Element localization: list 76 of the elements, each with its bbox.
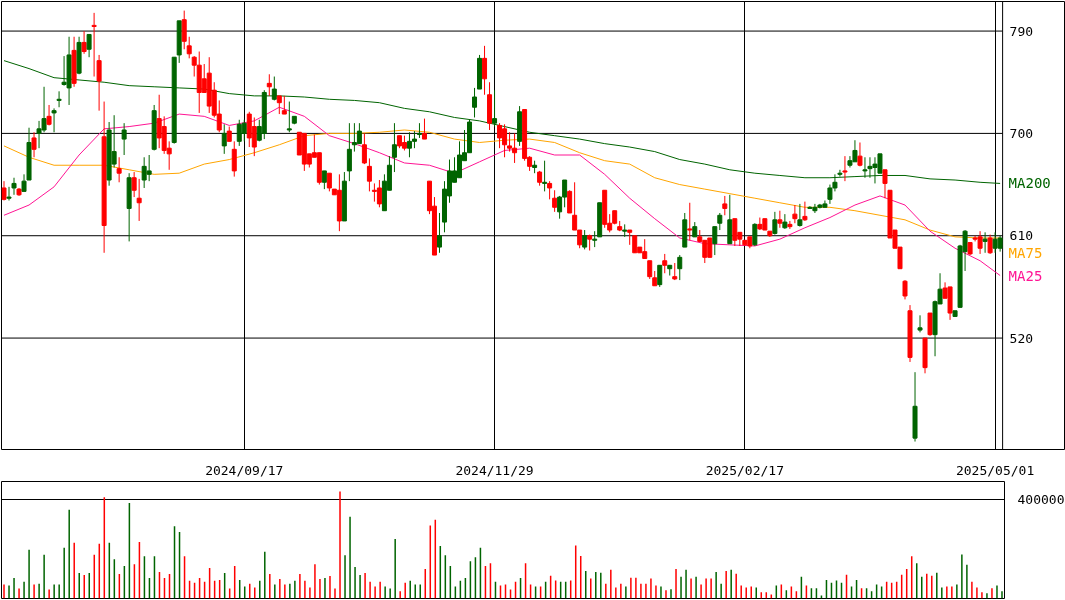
candlestick (582, 229, 588, 250)
candlestick (982, 231, 988, 254)
y-tick-label: 700 (1009, 125, 1034, 141)
candlestick (777, 210, 783, 229)
candlestick (552, 189, 558, 213)
candlestick (507, 131, 513, 153)
candlestick (772, 211, 778, 236)
candlestick (146, 154, 152, 182)
y-tick-label: 400000 (1017, 491, 1065, 507)
candlestick (987, 234, 993, 255)
y-tick-label: 520 (1009, 330, 1034, 346)
candlestick (221, 123, 227, 155)
candlestick (421, 118, 427, 140)
candlestick (376, 179, 382, 208)
candlestick (391, 122, 397, 173)
candlestick (647, 260, 653, 280)
candlestick (787, 220, 793, 230)
candlestick (902, 279, 908, 300)
candlestick (186, 36, 192, 59)
candlestick (657, 264, 663, 288)
candlestick (732, 218, 738, 247)
candlestick (727, 194, 733, 245)
candlestick (366, 157, 372, 192)
candlestick (712, 226, 718, 256)
x-tick-label: 2024/09/17 (205, 462, 284, 478)
candlestick (797, 203, 803, 228)
candlestick (136, 178, 142, 222)
candlestick (547, 180, 553, 200)
candlestick (472, 87, 478, 118)
candlestick (81, 30, 87, 55)
candlestick (492, 89, 498, 128)
candlestick (542, 160, 548, 192)
candlestick (567, 189, 573, 214)
y-tick-label: 790 (1009, 23, 1034, 39)
candlestick (266, 73, 272, 97)
candlestick (231, 140, 237, 178)
candlestick (842, 155, 848, 182)
candlestick (722, 195, 728, 216)
candlestick (276, 95, 282, 115)
candlestick (11, 177, 17, 196)
candlestick (497, 122, 503, 149)
candlestick (51, 107, 57, 133)
line-series (3, 106, 1001, 277)
candlestick (86, 33, 92, 58)
candlestick (687, 202, 693, 241)
y-tick-label: 610 (1009, 228, 1034, 244)
candlestick (56, 90, 62, 108)
candlestick (782, 213, 788, 230)
candlestick (286, 101, 292, 133)
x-tick-label: 2025/05/01 (955, 462, 1035, 478)
series-label: MA75 (1008, 245, 1043, 262)
candlestick (356, 122, 362, 145)
candlestick (251, 116, 257, 157)
x-tick-label: 2025/02/17 (705, 462, 784, 478)
candlestick (482, 45, 488, 96)
candlestick (361, 132, 367, 165)
candlestick (752, 222, 758, 247)
series-label: MA200 (1008, 175, 1051, 192)
candlestick (792, 204, 798, 224)
candlestick (436, 212, 442, 254)
candlestick (281, 95, 287, 115)
candlestick (662, 253, 668, 274)
candlestick (131, 171, 137, 198)
candlestick (927, 312, 933, 337)
candlestick (31, 131, 37, 158)
candlestick (802, 201, 808, 222)
candlestick (121, 122, 127, 156)
candlestick (917, 314, 923, 333)
candlestick (346, 122, 352, 182)
candlestick (116, 156, 122, 183)
candlestick (321, 170, 327, 190)
candlestick (241, 119, 247, 142)
candlestick (181, 10, 187, 50)
x-tick-label: 2024/11/29 (455, 462, 534, 478)
candlestick (677, 254, 683, 281)
series-label: MA25 (1008, 267, 1043, 284)
